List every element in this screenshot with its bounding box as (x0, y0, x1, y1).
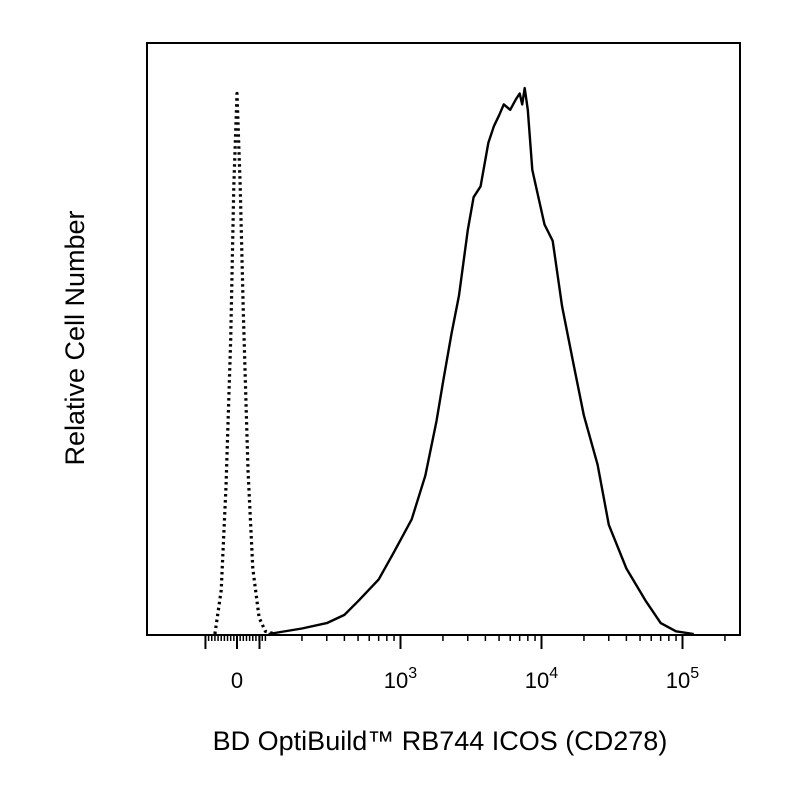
x-axis-tick-labels: 0 103 104 105 (231, 665, 699, 693)
x-tick-label: 105 (666, 665, 699, 693)
x-axis-title: BD OptiBuild™ RB744 ICOS (CD278) (213, 726, 668, 756)
series-stained-solid-line (268, 86, 694, 636)
y-axis-title: Relative Cell Number (60, 210, 90, 465)
x-tick-label: 0 (231, 668, 243, 693)
x-tick-label: 103 (384, 665, 417, 693)
series-layer (213, 86, 694, 636)
x-tick-label: 104 (525, 665, 558, 693)
x-axis-ticks (204, 635, 726, 649)
